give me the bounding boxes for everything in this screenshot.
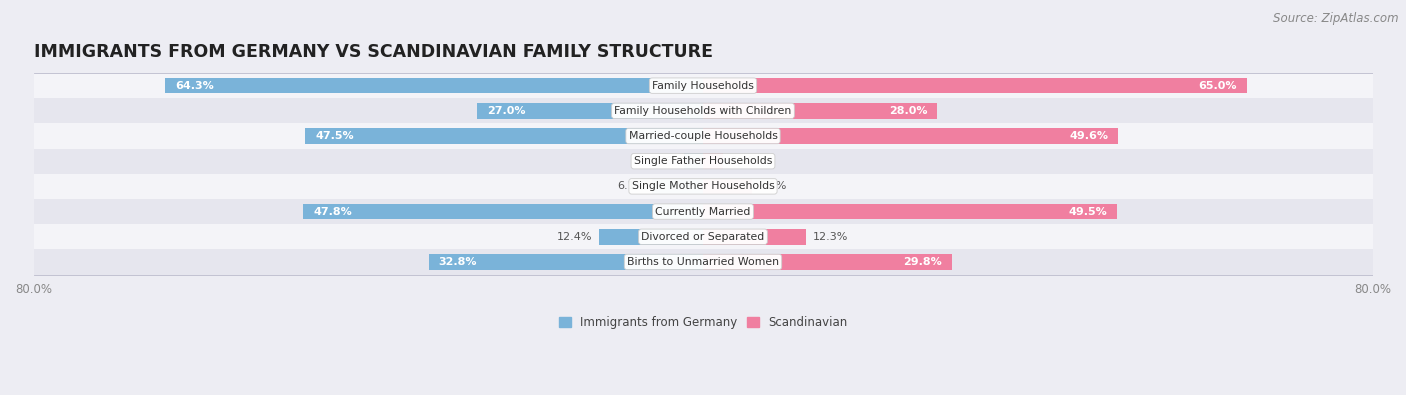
Text: Single Mother Households: Single Mother Households [631, 181, 775, 192]
Bar [477, 103, 703, 118]
Bar [34, 249, 1372, 275]
Bar [703, 78, 1247, 94]
Text: Single Father Households: Single Father Households [634, 156, 772, 166]
Text: 2.4%: 2.4% [730, 156, 758, 166]
Bar [703, 103, 938, 118]
Text: 2.3%: 2.3% [648, 156, 678, 166]
Bar [703, 128, 1118, 144]
Bar [34, 98, 1372, 123]
Text: Births to Unmarried Women: Births to Unmarried Women [627, 257, 779, 267]
Bar [302, 204, 703, 219]
Text: Family Households: Family Households [652, 81, 754, 90]
Bar [683, 153, 703, 169]
Text: IMMIGRANTS FROM GERMANY VS SCANDINAVIAN FAMILY STRUCTURE: IMMIGRANTS FROM GERMANY VS SCANDINAVIAN … [34, 43, 713, 61]
Bar [599, 229, 703, 245]
Bar [703, 179, 752, 194]
Text: 47.8%: 47.8% [314, 207, 352, 216]
Bar [34, 174, 1372, 199]
Text: Family Households with Children: Family Households with Children [614, 106, 792, 116]
Text: 65.0%: 65.0% [1198, 81, 1237, 90]
Bar [703, 153, 723, 169]
Text: 5.8%: 5.8% [758, 181, 786, 192]
Text: 49.6%: 49.6% [1069, 131, 1108, 141]
Text: 64.3%: 64.3% [174, 81, 214, 90]
Text: Source: ZipAtlas.com: Source: ZipAtlas.com [1274, 12, 1399, 25]
Bar [34, 73, 1372, 98]
Text: 49.5%: 49.5% [1069, 207, 1107, 216]
Text: 6.1%: 6.1% [617, 181, 645, 192]
Text: 29.8%: 29.8% [904, 257, 942, 267]
Bar [703, 229, 806, 245]
Bar [703, 254, 952, 270]
Bar [703, 204, 1118, 219]
Bar [305, 128, 703, 144]
Text: 28.0%: 28.0% [889, 106, 928, 116]
Text: 12.3%: 12.3% [813, 232, 848, 242]
Bar [34, 123, 1372, 149]
Legend: Immigrants from Germany, Scandinavian: Immigrants from Germany, Scandinavian [558, 316, 848, 329]
Bar [652, 179, 703, 194]
Text: 27.0%: 27.0% [486, 106, 526, 116]
Bar [34, 199, 1372, 224]
Bar [34, 149, 1372, 174]
Text: Divorced or Separated: Divorced or Separated [641, 232, 765, 242]
Text: 47.5%: 47.5% [315, 131, 354, 141]
Text: 12.4%: 12.4% [557, 232, 592, 242]
Text: Currently Married: Currently Married [655, 207, 751, 216]
Text: Married-couple Households: Married-couple Households [628, 131, 778, 141]
Bar [429, 254, 703, 270]
Bar [165, 78, 703, 94]
Bar [34, 224, 1372, 249]
Text: 32.8%: 32.8% [439, 257, 477, 267]
